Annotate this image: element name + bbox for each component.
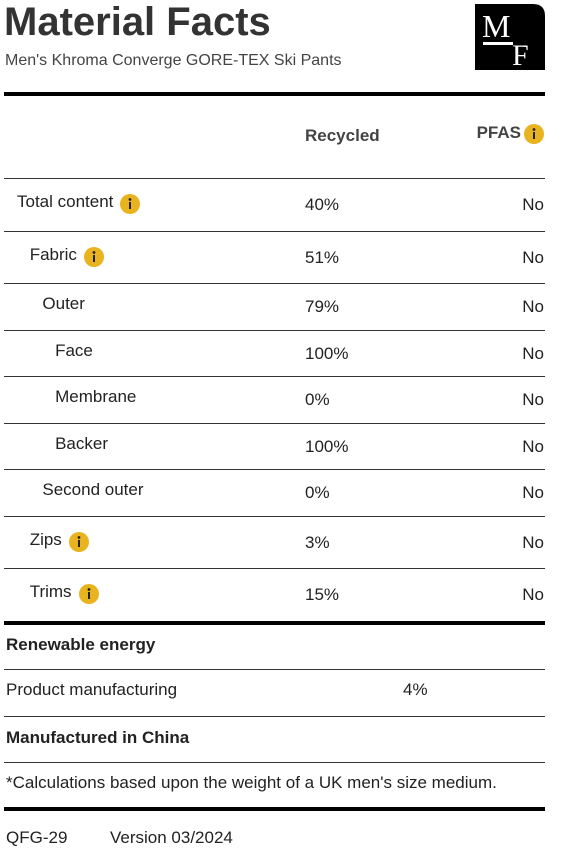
row-rule xyxy=(4,329,545,331)
recycled-value: 100% xyxy=(305,343,349,363)
subtitle: Men's Khroma Converge GORE-TEX Ski Pants xyxy=(5,52,342,69)
row-label: Trims xyxy=(29,582,72,602)
thick-rule xyxy=(4,92,545,96)
row-label: Fabric xyxy=(29,244,77,264)
recycled-value: 15% xyxy=(305,585,340,605)
logo-m: M xyxy=(482,8,510,44)
row-rule xyxy=(4,422,545,424)
pfas-value: No xyxy=(522,247,544,267)
footer-version: Version 03/2024 xyxy=(110,828,233,847)
row-rule xyxy=(4,230,545,232)
logo-box xyxy=(475,4,545,70)
row-label: Outer xyxy=(42,294,85,314)
recycled-value: 51% xyxy=(305,247,340,267)
row-label: Zips xyxy=(29,529,62,549)
info-icon[interactable] xyxy=(78,584,99,605)
recycled-value: 100% xyxy=(305,436,349,456)
thick-rule xyxy=(4,807,545,811)
row-rule xyxy=(4,568,545,569)
info-icon[interactable] xyxy=(83,246,104,267)
pfas-value: No xyxy=(522,343,544,363)
row-rule xyxy=(4,669,545,670)
column-header: Recycled xyxy=(305,126,380,145)
pfas-value: No xyxy=(522,195,544,215)
info-icon[interactable] xyxy=(524,124,544,144)
info-icon[interactable] xyxy=(120,194,141,215)
row-label: Backer xyxy=(55,433,109,453)
column-header: PFAS xyxy=(476,123,521,142)
recycled-value: 40% xyxy=(305,195,340,215)
origin: Manufactured in China xyxy=(6,728,190,747)
pfas-value: No xyxy=(522,436,544,456)
row-label: Total content xyxy=(17,192,114,212)
recycled-value: 3% xyxy=(305,532,330,552)
pfas-value: No xyxy=(522,585,544,605)
row-rule xyxy=(4,469,545,470)
footnote: *Calculations based upon the weight of a… xyxy=(6,773,497,792)
title: Material Facts xyxy=(4,0,271,44)
logo-f: F xyxy=(512,39,529,70)
row-rule xyxy=(4,283,545,284)
section-title: Renewable energy xyxy=(6,635,156,654)
row-rule xyxy=(4,178,545,179)
row-rule xyxy=(4,620,545,625)
energy-label: Product manufacturing xyxy=(6,680,178,699)
energy-value: 4% xyxy=(403,680,428,699)
info-icon[interactable] xyxy=(68,531,89,552)
pfas-value: No xyxy=(522,483,544,503)
row-label: Face xyxy=(55,340,93,360)
row-label: Membrane xyxy=(55,387,137,407)
recycled-value: 0% xyxy=(305,390,330,410)
logo-bar xyxy=(483,42,513,45)
pfas-value: No xyxy=(522,390,544,410)
row-rule xyxy=(4,716,545,717)
row-rule xyxy=(4,515,545,517)
row-rule xyxy=(4,762,545,763)
pfas-value: No xyxy=(522,297,544,317)
recycled-value: 0% xyxy=(305,483,330,503)
footer-code: QFG-29 xyxy=(6,828,68,847)
row-rule xyxy=(4,376,545,377)
row-label: Second outer xyxy=(42,480,144,500)
recycled-value: 79% xyxy=(305,297,340,317)
pfas-value: No xyxy=(522,532,544,552)
logo: M F xyxy=(475,4,545,70)
